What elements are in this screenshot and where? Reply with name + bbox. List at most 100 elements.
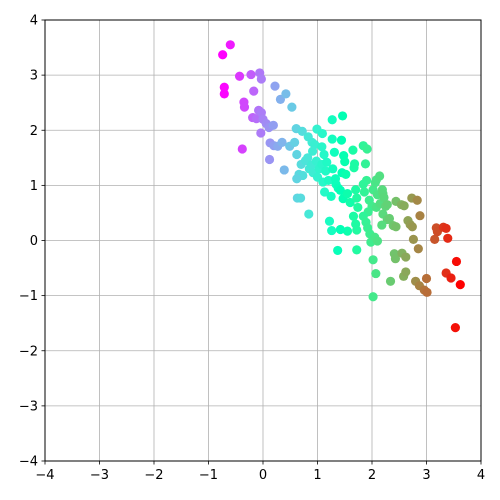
x-tick-label: −2 xyxy=(144,468,163,483)
data-point xyxy=(415,211,425,221)
data-point xyxy=(413,244,423,254)
data-point xyxy=(256,74,266,84)
data-point xyxy=(333,245,343,256)
data-point xyxy=(353,202,363,213)
data-point xyxy=(304,209,314,219)
data-point xyxy=(326,191,336,201)
data-point xyxy=(296,193,306,203)
data-point xyxy=(352,225,362,235)
data-point xyxy=(450,322,460,333)
data-point xyxy=(270,81,280,91)
y-tick-label: −4 xyxy=(19,455,38,470)
y-axis-ticks: −4 −3 −2 −1 0 1 2 3 4 xyxy=(19,14,45,470)
data-point xyxy=(408,234,419,244)
data-point xyxy=(359,187,369,197)
data-point xyxy=(219,89,229,99)
data-point xyxy=(372,236,383,246)
data-point xyxy=(323,175,333,186)
data-point xyxy=(401,252,411,262)
data-point xyxy=(328,164,338,174)
data-point xyxy=(218,50,228,60)
data-point xyxy=(352,193,362,203)
y-tick-label: −1 xyxy=(19,289,38,304)
data-point xyxy=(290,137,300,147)
data-point xyxy=(234,71,245,81)
data-point xyxy=(287,102,297,112)
data-point xyxy=(327,225,337,236)
data-point xyxy=(358,179,368,189)
x-tick-label: −4 xyxy=(35,468,54,483)
data-point xyxy=(451,256,462,267)
data-point xyxy=(421,273,432,284)
data-point xyxy=(281,89,291,99)
data-point xyxy=(368,255,378,265)
x-tick-label: 1 xyxy=(313,468,321,483)
data-point xyxy=(256,128,266,138)
data-point xyxy=(391,222,401,232)
x-tick-label: −1 xyxy=(199,468,218,483)
data-point xyxy=(307,146,318,156)
data-point xyxy=(384,213,395,224)
data-point xyxy=(368,292,378,302)
data-point xyxy=(292,174,302,184)
data-point xyxy=(317,128,328,139)
data-point xyxy=(327,115,337,125)
x-axis-ticks: −4 −3 −2 −1 0 1 2 3 4 xyxy=(35,461,485,483)
data-point xyxy=(321,166,331,176)
data-point xyxy=(264,154,275,165)
y-tick-label: 3 xyxy=(30,69,38,84)
y-tick-label: 4 xyxy=(30,14,38,29)
data-point xyxy=(246,69,256,80)
data-point xyxy=(385,276,396,286)
x-tick-label: 2 xyxy=(368,468,376,483)
data-point xyxy=(371,268,381,279)
data-point xyxy=(239,102,250,112)
data-point xyxy=(324,216,335,226)
data-point xyxy=(455,280,465,290)
data-point xyxy=(268,120,278,130)
data-point xyxy=(277,137,287,147)
data-point xyxy=(382,200,392,210)
data-point xyxy=(441,223,451,233)
x-tick-label: 3 xyxy=(422,468,430,483)
data-point xyxy=(341,169,351,179)
data-point xyxy=(335,224,345,235)
data-point xyxy=(340,157,350,167)
data-point xyxy=(225,40,235,50)
data-point xyxy=(249,86,259,96)
y-tick-label: 0 xyxy=(30,234,38,249)
data-point xyxy=(352,245,362,255)
data-point xyxy=(345,197,355,208)
data-point xyxy=(348,145,358,155)
y-tick-label: −2 xyxy=(19,344,38,359)
data-point xyxy=(317,142,327,152)
y-tick-label: −3 xyxy=(19,399,38,414)
data-point xyxy=(430,234,440,244)
data-point xyxy=(303,153,313,163)
data-point xyxy=(319,187,330,197)
data-point xyxy=(342,226,353,236)
data-point xyxy=(279,165,289,175)
data-point xyxy=(292,149,302,160)
x-tick-label: 0 xyxy=(259,468,267,483)
data-point xyxy=(399,201,409,211)
data-point xyxy=(342,189,353,199)
data-points xyxy=(218,40,465,333)
data-point xyxy=(327,134,337,144)
data-point xyxy=(407,222,417,232)
data-point xyxy=(443,233,453,243)
data-point xyxy=(349,159,360,169)
data-point xyxy=(390,254,401,264)
data-point xyxy=(219,82,229,92)
data-point xyxy=(362,144,372,154)
data-point xyxy=(351,185,361,195)
x-tick-label: −3 xyxy=(90,468,109,483)
data-point xyxy=(322,157,332,167)
data-point xyxy=(412,195,422,205)
data-point xyxy=(377,220,387,230)
x-tick-label: 4 xyxy=(477,468,485,483)
data-point xyxy=(335,185,345,195)
data-point xyxy=(337,111,348,121)
data-point xyxy=(360,159,371,169)
